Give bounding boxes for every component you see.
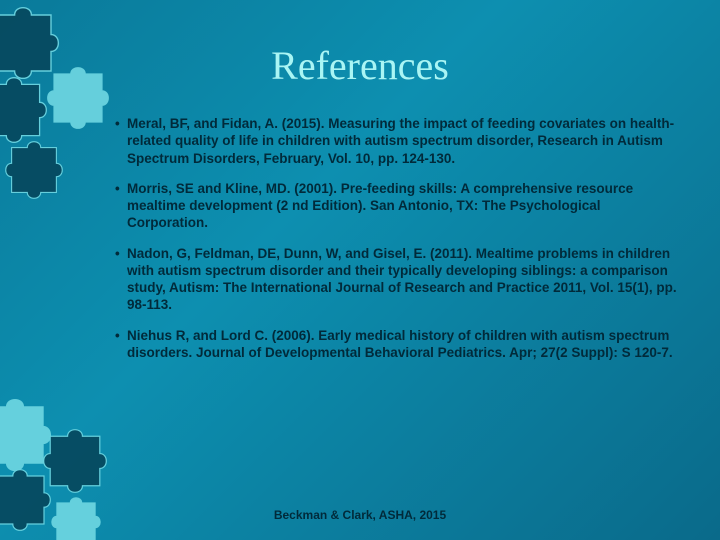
reference-text: Niehus R, and Lord C. (2006). Early medi… [127,328,673,360]
reference-text: Meral, BF, and Fidan, A. (2015). Measuri… [127,116,674,166]
reference-item: • Morris, SE and Kline, MD. (2001). Pre-f… [115,180,680,232]
bullet-icon: • [115,245,120,262]
slide: References • Meral, BF, and Fidan, A. (20… [0,0,720,540]
reference-item: • Niehus R, and Lord C. (2006). Early med… [115,327,680,362]
reference-text: Morris, SE and Kline, MD. (2001). Pre-fe… [127,181,633,231]
reference-text: Nadon, G, Feldman, DE, Dunn, W, and Gise… [127,246,677,313]
bullet-icon: • [115,180,120,197]
slide-title: References [0,42,720,89]
reference-item: • Meral, BF, and Fidan, A. (2015). Measur… [115,115,680,167]
references-list: • Meral, BF, and Fidan, A. (2015). Measur… [115,115,680,374]
slide-footer: Beckman & Clark, ASHA, 2015 [0,508,720,522]
bullet-icon: • [115,327,120,344]
reference-item: • Nadon, G, Feldman, DE, Dunn, W, and Gis… [115,245,680,314]
bullet-icon: • [115,115,120,132]
